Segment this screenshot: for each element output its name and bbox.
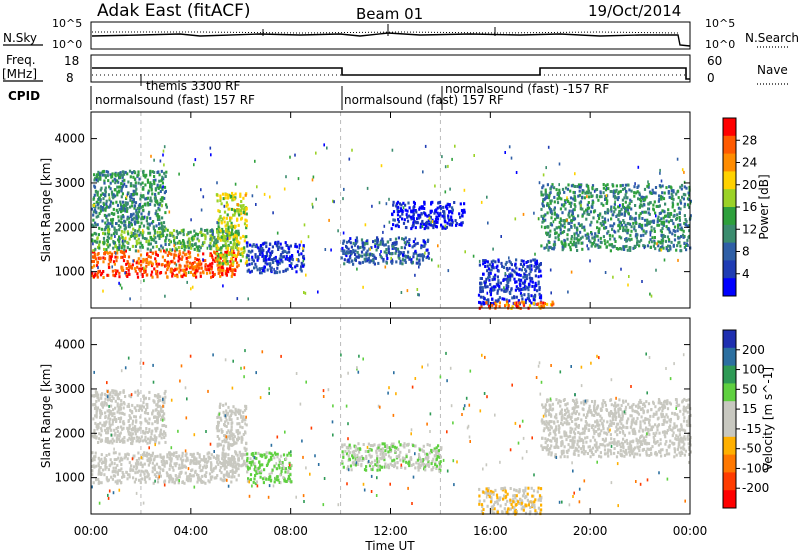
y-tick-label-0: 1000 [54, 471, 85, 485]
colorbar-swatch-0 [723, 118, 736, 136]
noise-sky-trace [92, 33, 690, 46]
colorbar-tick-label-3: 15 [742, 402, 757, 416]
colorbar-swatch-7 [723, 455, 736, 473]
colorbar-tick-label-7: -200 [742, 481, 769, 495]
freq-nave-panel: Freq. [MHz] 18 8 60 0 Nave [2, 53, 790, 85]
noise-tick-right-bottom: 10^0 [705, 38, 735, 51]
colorbar-tick-label-5: -50 [742, 442, 762, 456]
colorbar-swatch-1 [723, 136, 736, 154]
x-axis-label: Time UT [364, 539, 415, 553]
beam-title: Beam 01 [356, 5, 423, 23]
colorbar-tick-label-6: 4 [742, 267, 750, 281]
nsearch-label: N.Search [745, 31, 799, 45]
nsky-label: N.Sky [3, 31, 37, 45]
y-tick-label-0: 1000 [54, 265, 85, 279]
y-tick-label-2: 3000 [54, 382, 85, 396]
colorbar-swatch-3 [723, 383, 736, 401]
power-colorbar: 28 24 20 16 12 8 4 Power [dB] [723, 118, 771, 297]
power-colorbar-label: Power [dB] [757, 174, 771, 239]
colorbar-swatch-4 [723, 189, 736, 207]
colorbar-tick-label-4: 12 [742, 222, 757, 236]
noise-tick-left-top: 10^5 [52, 17, 82, 30]
freq-label: Freq. [6, 53, 36, 67]
colorbar-tick-label-1: 24 [742, 156, 757, 170]
colorbar-tick-label-2: 50 [742, 382, 757, 396]
colorbar-swatch-6 [723, 437, 736, 455]
colorbar-swatch-6 [723, 225, 736, 243]
power-panel: 1000 2000 3000 4000 Slant Range [km] [39, 112, 692, 310]
date-title: 19/Oct/2014 [588, 2, 681, 20]
y-tick-label-1: 2000 [54, 220, 85, 234]
noise-tick-right-top: 10^5 [705, 17, 735, 30]
colorbar-tick-label-5: 8 [742, 245, 750, 259]
colorbar-swatch-7 [723, 243, 736, 261]
freq-trace [92, 68, 690, 79]
x-tick-label-1: 04:00 [174, 524, 209, 538]
y-tick-label-3: 4000 [54, 338, 85, 352]
x-tick-label-2: 08:00 [273, 524, 308, 538]
nave-tick-bottom: 0 [707, 71, 715, 85]
cpid-label: CPID [8, 89, 40, 103]
velocity-ylabel: Slant Range [km] [39, 364, 53, 468]
station-title: Adak East (fitACF) [97, 1, 251, 21]
y-tick-label-1: 2000 [54, 426, 85, 440]
x-tick-label-6: 00:00 [673, 524, 708, 538]
colorbar-swatch-0 [723, 330, 736, 348]
freq-tick-bottom: 8 [66, 71, 74, 85]
freq-tick-top: 18 [64, 54, 79, 68]
colorbar-swatch-5 [723, 207, 736, 225]
colorbar-swatch-9 [723, 278, 736, 296]
cpid-segment-3-label: normalsound (fast) -157 RF [445, 82, 609, 96]
colorbar-tick-label-0: 28 [742, 133, 757, 147]
colorbar-swatch-9 [723, 490, 736, 508]
colorbar-swatch-2 [723, 154, 736, 172]
y-tick-label-3: 4000 [54, 132, 85, 146]
velocity-panel: 1000 2000 3000 4000 Slant Range [km] [39, 318, 692, 516]
colorbar-tick-label-4: -15 [742, 422, 762, 436]
noise-tick-left-bottom: 10^0 [52, 38, 82, 51]
cpid-panel: CPID themis 3300 RF normalsound (fast) 1… [8, 74, 609, 110]
colorbar-tick-label-0: 200 [742, 343, 765, 357]
noise-panel: N.Sky 10^5 10^0 10^5 10^0 N.Search [3, 17, 799, 51]
colorbar-swatch-1 [723, 348, 736, 366]
freq-unit-label: [MHz] [2, 67, 37, 81]
colorbar-swatch-8 [723, 472, 736, 490]
y-tick-label-2: 3000 [54, 176, 85, 190]
colorbar-swatch-3 [723, 171, 736, 189]
colorbar-tick-label-3: 16 [742, 200, 757, 214]
x-tick-label-5: 20:00 [573, 524, 608, 538]
power-ylabel: Slant Range [km] [39, 158, 53, 262]
colorbar-tick-label-2: 20 [742, 178, 757, 192]
colorbar-swatch-8 [723, 260, 736, 278]
nave-tick-top: 60 [707, 54, 722, 68]
cpid-segment-1-label: normalsound (fast) 157 RF [95, 93, 255, 107]
nave-label: Nave [757, 63, 788, 77]
colorbar-swatch-5 [723, 419, 736, 437]
colorbar-swatch-4 [723, 401, 736, 419]
colorbar-swatch-2 [723, 366, 736, 384]
cpid-extra-label: themis 3300 RF [146, 79, 240, 93]
velocity-colorbar-label: Velocity [m s^-1] [761, 367, 775, 471]
x-tick-label-3: 12:00 [373, 524, 408, 538]
x-tick-label-0: 00:00 [74, 524, 109, 538]
x-tick-label-4: 16:00 [473, 524, 508, 538]
